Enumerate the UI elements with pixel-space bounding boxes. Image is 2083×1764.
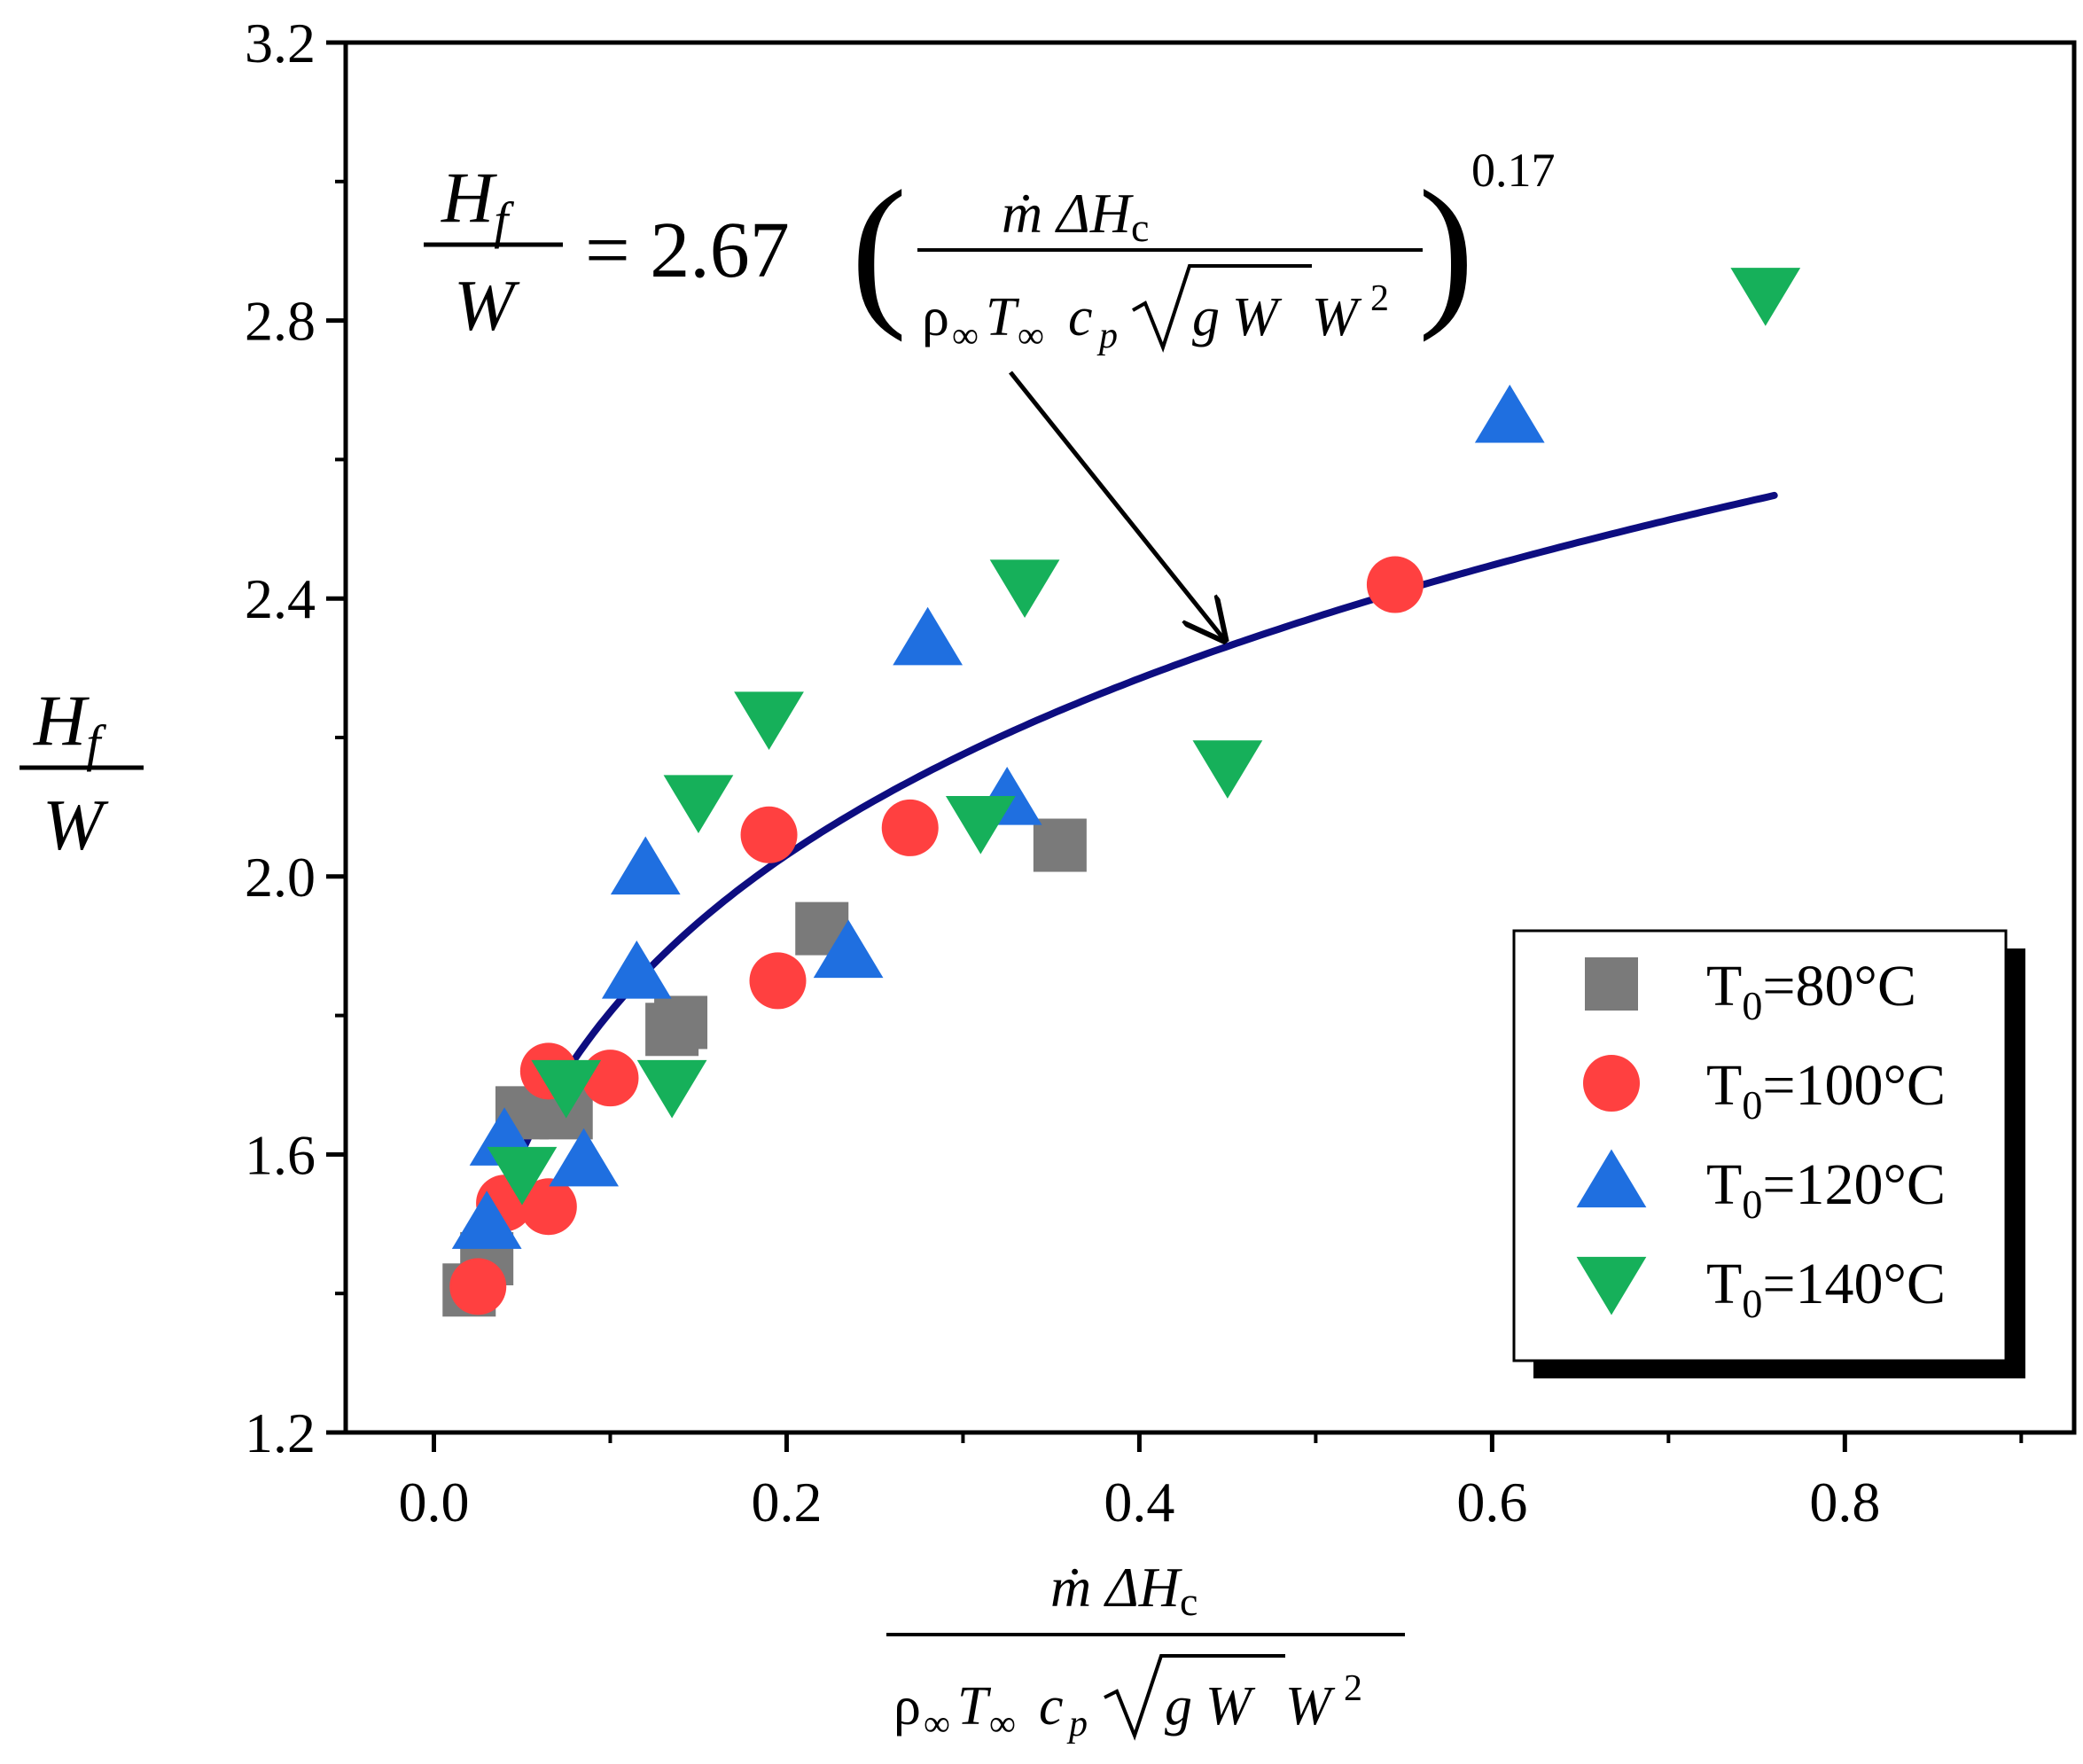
- eq-inner-denominator: ρ ∞ T ∞ c p g W W 2: [922, 264, 1389, 356]
- x-den-sq: 2: [1344, 1668, 1362, 1709]
- x-label-numerator: ṁ ΔHc: [1050, 1556, 1198, 1624]
- data-point-triangle-down: [636, 1059, 707, 1119]
- x-axis-label: ṁ ΔHc ρ ∞ T ∞ c p g W W 2: [886, 1556, 1405, 1744]
- legend-entry: T0=120°C: [1576, 1149, 1946, 1227]
- y-tick-label: 1.6: [245, 1123, 316, 1186]
- data-point-circle: [740, 806, 798, 863]
- eq-den-c: c: [1068, 287, 1093, 347]
- series-circle: [449, 556, 1424, 1315]
- x-den-c: c: [1039, 1676, 1064, 1737]
- eq-lhs-denominator: W: [454, 265, 520, 346]
- data-point-triangle-down: [487, 1146, 558, 1206]
- data-point-triangle-up: [601, 941, 672, 999]
- eq-den-g: g: [1192, 287, 1220, 347]
- y-axis: 1.2 1.6 2.0 2.4 2.8 3.2: [245, 12, 346, 1464]
- data-point-triangle-down: [531, 1059, 602, 1119]
- data-point-triangle-down: [945, 795, 1016, 855]
- legend-marker-square: [1585, 957, 1638, 1011]
- eq-lhs-numerator: Hf: [441, 157, 514, 249]
- eq-inner-numerator: ṁ ΔHc: [1002, 182, 1149, 250]
- x-axis: 0.0 0.2 0.4 0.6 0.8: [398, 1432, 2024, 1534]
- x-den-inf2: ∞: [989, 1704, 1016, 1744]
- data-point-triangle-down: [663, 775, 734, 834]
- legend-entry: T0=140°C: [1576, 1252, 1946, 1326]
- data-point-triangle-up: [813, 919, 884, 979]
- legend-entry: T0=80°C: [1585, 954, 1916, 1028]
- data-point-triangle-down: [734, 691, 804, 750]
- y-tick-label: 2.4: [245, 567, 316, 630]
- series-triangle-down: [487, 268, 1801, 1206]
- eq-den-sqrt-sign: [1132, 264, 1312, 353]
- data-point-circle: [1366, 556, 1424, 613]
- data-point-circle: [881, 799, 939, 856]
- y-tick-label: 1.2: [245, 1401, 316, 1464]
- x-tick-label: 0.0: [398, 1471, 469, 1534]
- legend-marker-triangle-up: [1576, 1149, 1647, 1208]
- data-points: [442, 268, 1801, 1317]
- annotation-arrow: [1009, 371, 1224, 639]
- eq-equals-coefficient: = 2.67: [585, 207, 790, 294]
- eq-den-sq: 2: [1370, 278, 1389, 319]
- legend-label: T0=80°C: [1706, 954, 1916, 1028]
- data-point-circle: [449, 1258, 507, 1315]
- eq-den-W1: W: [1232, 287, 1283, 347]
- x-tick-label: 0.8: [1809, 1471, 1880, 1534]
- data-point-triangle-down: [1730, 268, 1801, 326]
- data-point-triangle-up: [1474, 384, 1545, 443]
- x-den-rho: ρ: [893, 1676, 921, 1737]
- legend-label: T0=100°C: [1706, 1053, 1946, 1128]
- data-point-triangle-up: [549, 1128, 619, 1187]
- x-tick-label: 0.6: [1456, 1471, 1527, 1534]
- x-den-W1: W: [1205, 1676, 1256, 1737]
- x-den-g: g: [1165, 1676, 1192, 1737]
- eq-den-inf2: ∞: [1018, 316, 1044, 356]
- power-law-fit-curve: [465, 491, 1778, 1316]
- eq-den-W2: W: [1312, 287, 1362, 347]
- data-point-square: [654, 995, 708, 1050]
- data-point-triangle-down: [1192, 740, 1263, 799]
- legend-label: T0=140°C: [1706, 1252, 1946, 1326]
- legend: T0=80°C T0=100°C T0=120°C T0=140°C: [1512, 929, 2025, 1378]
- fit-equation-annotation: Hf W = 2.67 ( ṁ ΔHc ρ ∞ T ∞ c p g W W 2 …: [424, 144, 1556, 639]
- data-point-circle: [749, 952, 807, 1010]
- legend-marker-triangle-down: [1576, 1256, 1647, 1315]
- eq-left-paren: (: [851, 157, 907, 343]
- data-point-triangle-up: [893, 606, 963, 666]
- data-point-square: [1033, 818, 1087, 872]
- legend-entry: T0=100°C: [1583, 1053, 1946, 1128]
- eq-den-p: p: [1096, 316, 1118, 356]
- eq-exponent: 0.17: [1471, 144, 1556, 197]
- x-den-sqrt-sign: [1104, 1654, 1285, 1741]
- data-point-circle: [581, 1050, 639, 1107]
- y-tick-label: 3.2: [245, 12, 316, 74]
- x-den-inf1: ∞: [924, 1704, 950, 1744]
- legend-items: T0=80°C T0=100°C T0=120°C T0=140°C: [1576, 954, 1946, 1326]
- data-point-circle: [519, 1178, 577, 1236]
- data-point-triangle-up: [610, 836, 681, 895]
- eq-den-rho: ρ: [922, 287, 949, 347]
- legend-marker-circle: [1583, 1055, 1640, 1112]
- x-tick-label: 0.4: [1104, 1471, 1174, 1534]
- y-tick-label: 2.8: [245, 290, 316, 353]
- eq-inner-num-sub: c: [1131, 205, 1149, 250]
- eq-den-T: T: [986, 287, 1020, 347]
- legend-label: T0=120°C: [1706, 1152, 1946, 1227]
- y-label-denominator: W: [43, 784, 109, 865]
- y-tick-label: 2.0: [245, 846, 316, 909]
- data-point-triangle-down: [989, 559, 1060, 619]
- x-den-T: T: [957, 1676, 992, 1737]
- eq-den-inf1: ∞: [952, 316, 979, 356]
- x-den-p: p: [1066, 1704, 1088, 1744]
- x-label-num-sub: c: [1180, 1579, 1198, 1624]
- x-tick-label: 0.2: [751, 1471, 822, 1534]
- eq-right-paren: ): [1418, 157, 1474, 343]
- x-den-W2: W: [1285, 1676, 1336, 1737]
- data-point-triangle-up: [451, 1190, 522, 1249]
